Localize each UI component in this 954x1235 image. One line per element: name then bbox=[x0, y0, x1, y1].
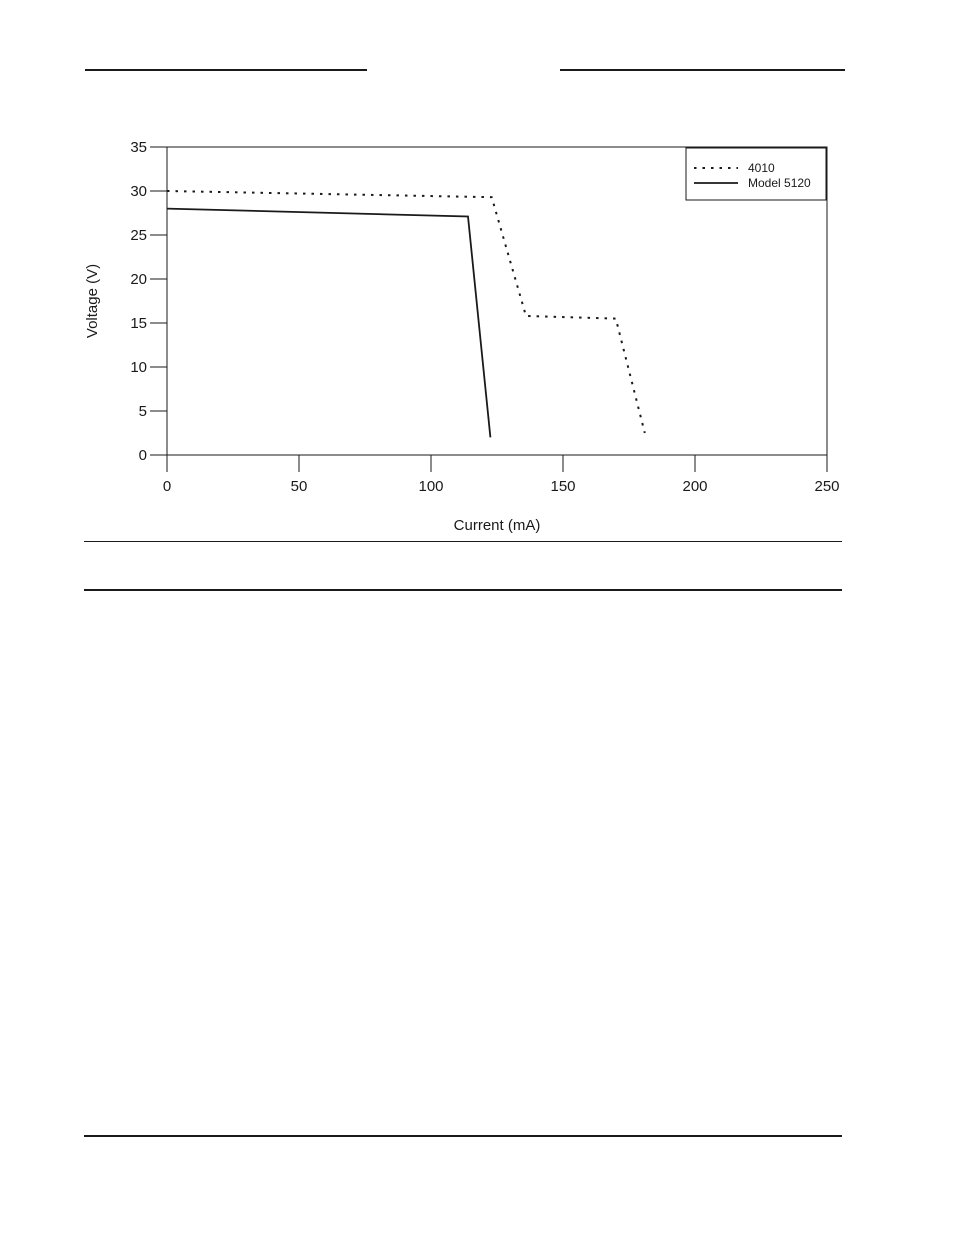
x-tick-label: 0 bbox=[163, 478, 171, 495]
caption-rule-bottom bbox=[84, 589, 842, 591]
y-tick-label: 10 bbox=[130, 359, 147, 376]
x-tick-label: 250 bbox=[814, 478, 839, 495]
plot-area-frame bbox=[166, 146, 828, 456]
y-tick-label: 0 bbox=[139, 447, 147, 464]
caption-rule-top bbox=[84, 541, 842, 542]
x-axis: 0 50 100 150 200 250 bbox=[163, 455, 840, 495]
y-tick-label: 20 bbox=[130, 271, 147, 288]
legend-label-4010: 4010 bbox=[748, 161, 775, 175]
x-tick-label: 200 bbox=[682, 478, 707, 495]
header-rule-right bbox=[560, 69, 845, 71]
y-axis: 0 5 10 15 20 25 30 35 bbox=[130, 139, 167, 464]
header-rule-left bbox=[85, 69, 367, 71]
chart: 0 5 10 15 20 25 30 35 0 50 100 150 200 250 Current (… bbox=[84, 139, 840, 534]
series-layer bbox=[166, 190, 646, 438]
y-axis-label: Voltage (V) bbox=[84, 264, 101, 338]
x-axis-label: Current (mA) bbox=[454, 517, 541, 534]
y-tick-label: 5 bbox=[139, 403, 147, 420]
x-tick-label: 100 bbox=[418, 478, 443, 495]
y-tick-label: 15 bbox=[130, 315, 147, 332]
y-tick-label: 25 bbox=[130, 227, 147, 244]
x-tick-label: 50 bbox=[291, 478, 308, 495]
legend-label-model-5120: Model 5120 bbox=[748, 176, 811, 190]
legend: 4010 Model 5120 bbox=[685, 147, 827, 201]
footer-rule bbox=[84, 1135, 842, 1137]
y-tick-label: 35 bbox=[130, 139, 147, 156]
legend-box bbox=[685, 147, 827, 201]
series-line-4010 bbox=[166, 190, 646, 434]
y-tick-label: 30 bbox=[130, 183, 147, 200]
x-tick-label: 150 bbox=[550, 478, 575, 495]
series-line-model-5120 bbox=[166, 207, 492, 438]
